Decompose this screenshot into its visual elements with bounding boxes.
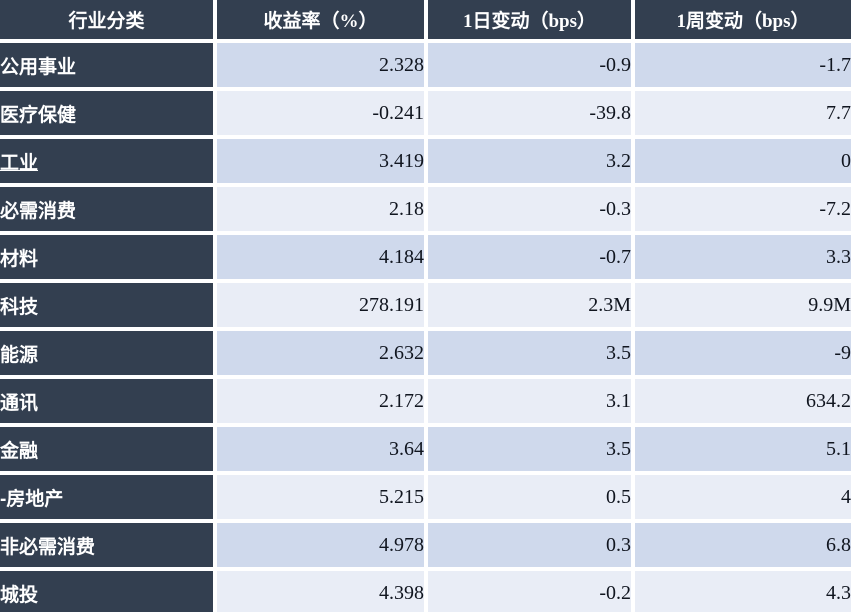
table-row-energy: 能源 2.632 3.5 -9 — [0, 331, 851, 375]
yield-cell: 4.978 — [217, 523, 424, 567]
yield-cell: 2.18 — [217, 187, 424, 231]
header-yield: 收益率（%） — [217, 0, 424, 39]
day-change-cell: 3.1 — [428, 379, 631, 423]
yield-cell: 3.419 — [217, 139, 424, 183]
day-change-cell: -0.2 — [428, 571, 631, 612]
yield-cell: 4.398 — [217, 571, 424, 612]
table-row-consumer-discretionary: 非必需消费 4.978 0.3 6.8 — [0, 523, 851, 567]
table-row-communications: 通讯 2.172 3.1 634.2 — [0, 379, 851, 423]
week-change-cell: 3.3 — [635, 235, 851, 279]
day-change-cell: -0.9 — [428, 43, 631, 87]
row-label-chengtou: 城投 — [0, 571, 213, 612]
table-row-technology: 科技 278.191 2.3M 9.9M — [0, 283, 851, 327]
week-change-cell: -1.7 — [635, 43, 851, 87]
week-change-cell: 4 — [635, 475, 851, 519]
yield-cell: 3.64 — [217, 427, 424, 471]
week-change-cell: 6.8 — [635, 523, 851, 567]
row-label-healthcare: 医疗保健 — [0, 91, 213, 135]
day-change-cell: 0.5 — [428, 475, 631, 519]
row-label-materials: 材料 — [0, 235, 213, 279]
row-label-consumer-discretionary: 非必需消费 — [0, 523, 213, 567]
yield-cell: 5.215 — [217, 475, 424, 519]
row-label-text: 能源 — [0, 344, 39, 366]
row-label-text: 非必需消费 — [0, 536, 96, 558]
row-label-text: 公用事业 — [0, 56, 77, 78]
header-industry: 行业分类 — [0, 0, 213, 39]
week-change-cell: 4.3 — [635, 571, 851, 612]
row-label-text: 科技 — [0, 296, 39, 318]
table-row-industrials: 工业 3.419 3.2 0 — [0, 139, 851, 183]
row-label-text-underlined[interactable]: 工业 — [0, 152, 39, 174]
week-change-cell: 9.9M — [635, 283, 851, 327]
header-week-change: 1周变动（bps） — [635, 0, 851, 39]
table-row-financials: 金融 3.64 3.5 5.1 — [0, 427, 851, 471]
row-label-text: 必需消费 — [0, 200, 77, 222]
week-change-cell: 634.2 — [635, 379, 851, 423]
row-label-text: 通讯 — [0, 392, 39, 414]
row-label-real-estate: -房地产 — [0, 475, 213, 519]
table-row-utilities: 公用事业 2.328 -0.9 -1.7 — [0, 43, 851, 87]
row-label-text: 金融 — [0, 440, 39, 462]
day-change-cell: 2.3M — [428, 283, 631, 327]
table-row-consumer-staples: 必需消费 2.18 -0.3 -7.2 — [0, 187, 851, 231]
week-change-cell: 0 — [635, 139, 851, 183]
row-label-text: 城投 — [0, 584, 39, 606]
row-label-energy: 能源 — [0, 331, 213, 375]
table-row-real-estate: -房地产 5.215 0.5 4 — [0, 475, 851, 519]
yield-cell: 4.184 — [217, 235, 424, 279]
day-change-cell: -39.8 — [428, 91, 631, 135]
day-change-cell: 3.5 — [428, 331, 631, 375]
row-label-utilities: 公用事业 — [0, 43, 213, 87]
day-change-cell: 3.5 — [428, 427, 631, 471]
day-change-cell: 0.3 — [428, 523, 631, 567]
row-label-text: 材料 — [0, 248, 39, 270]
table-row-materials: 材料 4.184 -0.7 3.3 — [0, 235, 851, 279]
row-label-industrials: 工业 — [0, 139, 213, 183]
week-change-cell: -7.2 — [635, 187, 851, 231]
header-day-change: 1日变动（bps） — [428, 0, 631, 39]
table-header-row: 行业分类 收益率（%） 1日变动（bps） 1周变动（bps） — [0, 0, 851, 39]
week-change-cell: 7.7 — [635, 91, 851, 135]
week-change-cell: -9 — [635, 331, 851, 375]
yield-cell: 278.191 — [217, 283, 424, 327]
row-label-text: -房地产 — [0, 488, 64, 510]
row-label-text: 医疗保健 — [0, 104, 77, 126]
week-change-cell: 5.1 — [635, 427, 851, 471]
yield-cell: 2.172 — [217, 379, 424, 423]
row-label-financials: 金融 — [0, 427, 213, 471]
day-change-cell: -0.3 — [428, 187, 631, 231]
yield-cell: -0.241 — [217, 91, 424, 135]
yield-cell: 2.632 — [217, 331, 424, 375]
table-row-chengtou: 城投 4.398 -0.2 4.3 — [0, 571, 851, 612]
day-change-cell: 3.2 — [428, 139, 631, 183]
day-change-cell: -0.7 — [428, 235, 631, 279]
row-label-consumer-staples: 必需消费 — [0, 187, 213, 231]
row-label-technology: 科技 — [0, 283, 213, 327]
table-row-healthcare: 医疗保健 -0.241 -39.8 7.7 — [0, 91, 851, 135]
yield-cell: 2.328 — [217, 43, 424, 87]
row-label-communications: 通讯 — [0, 379, 213, 423]
